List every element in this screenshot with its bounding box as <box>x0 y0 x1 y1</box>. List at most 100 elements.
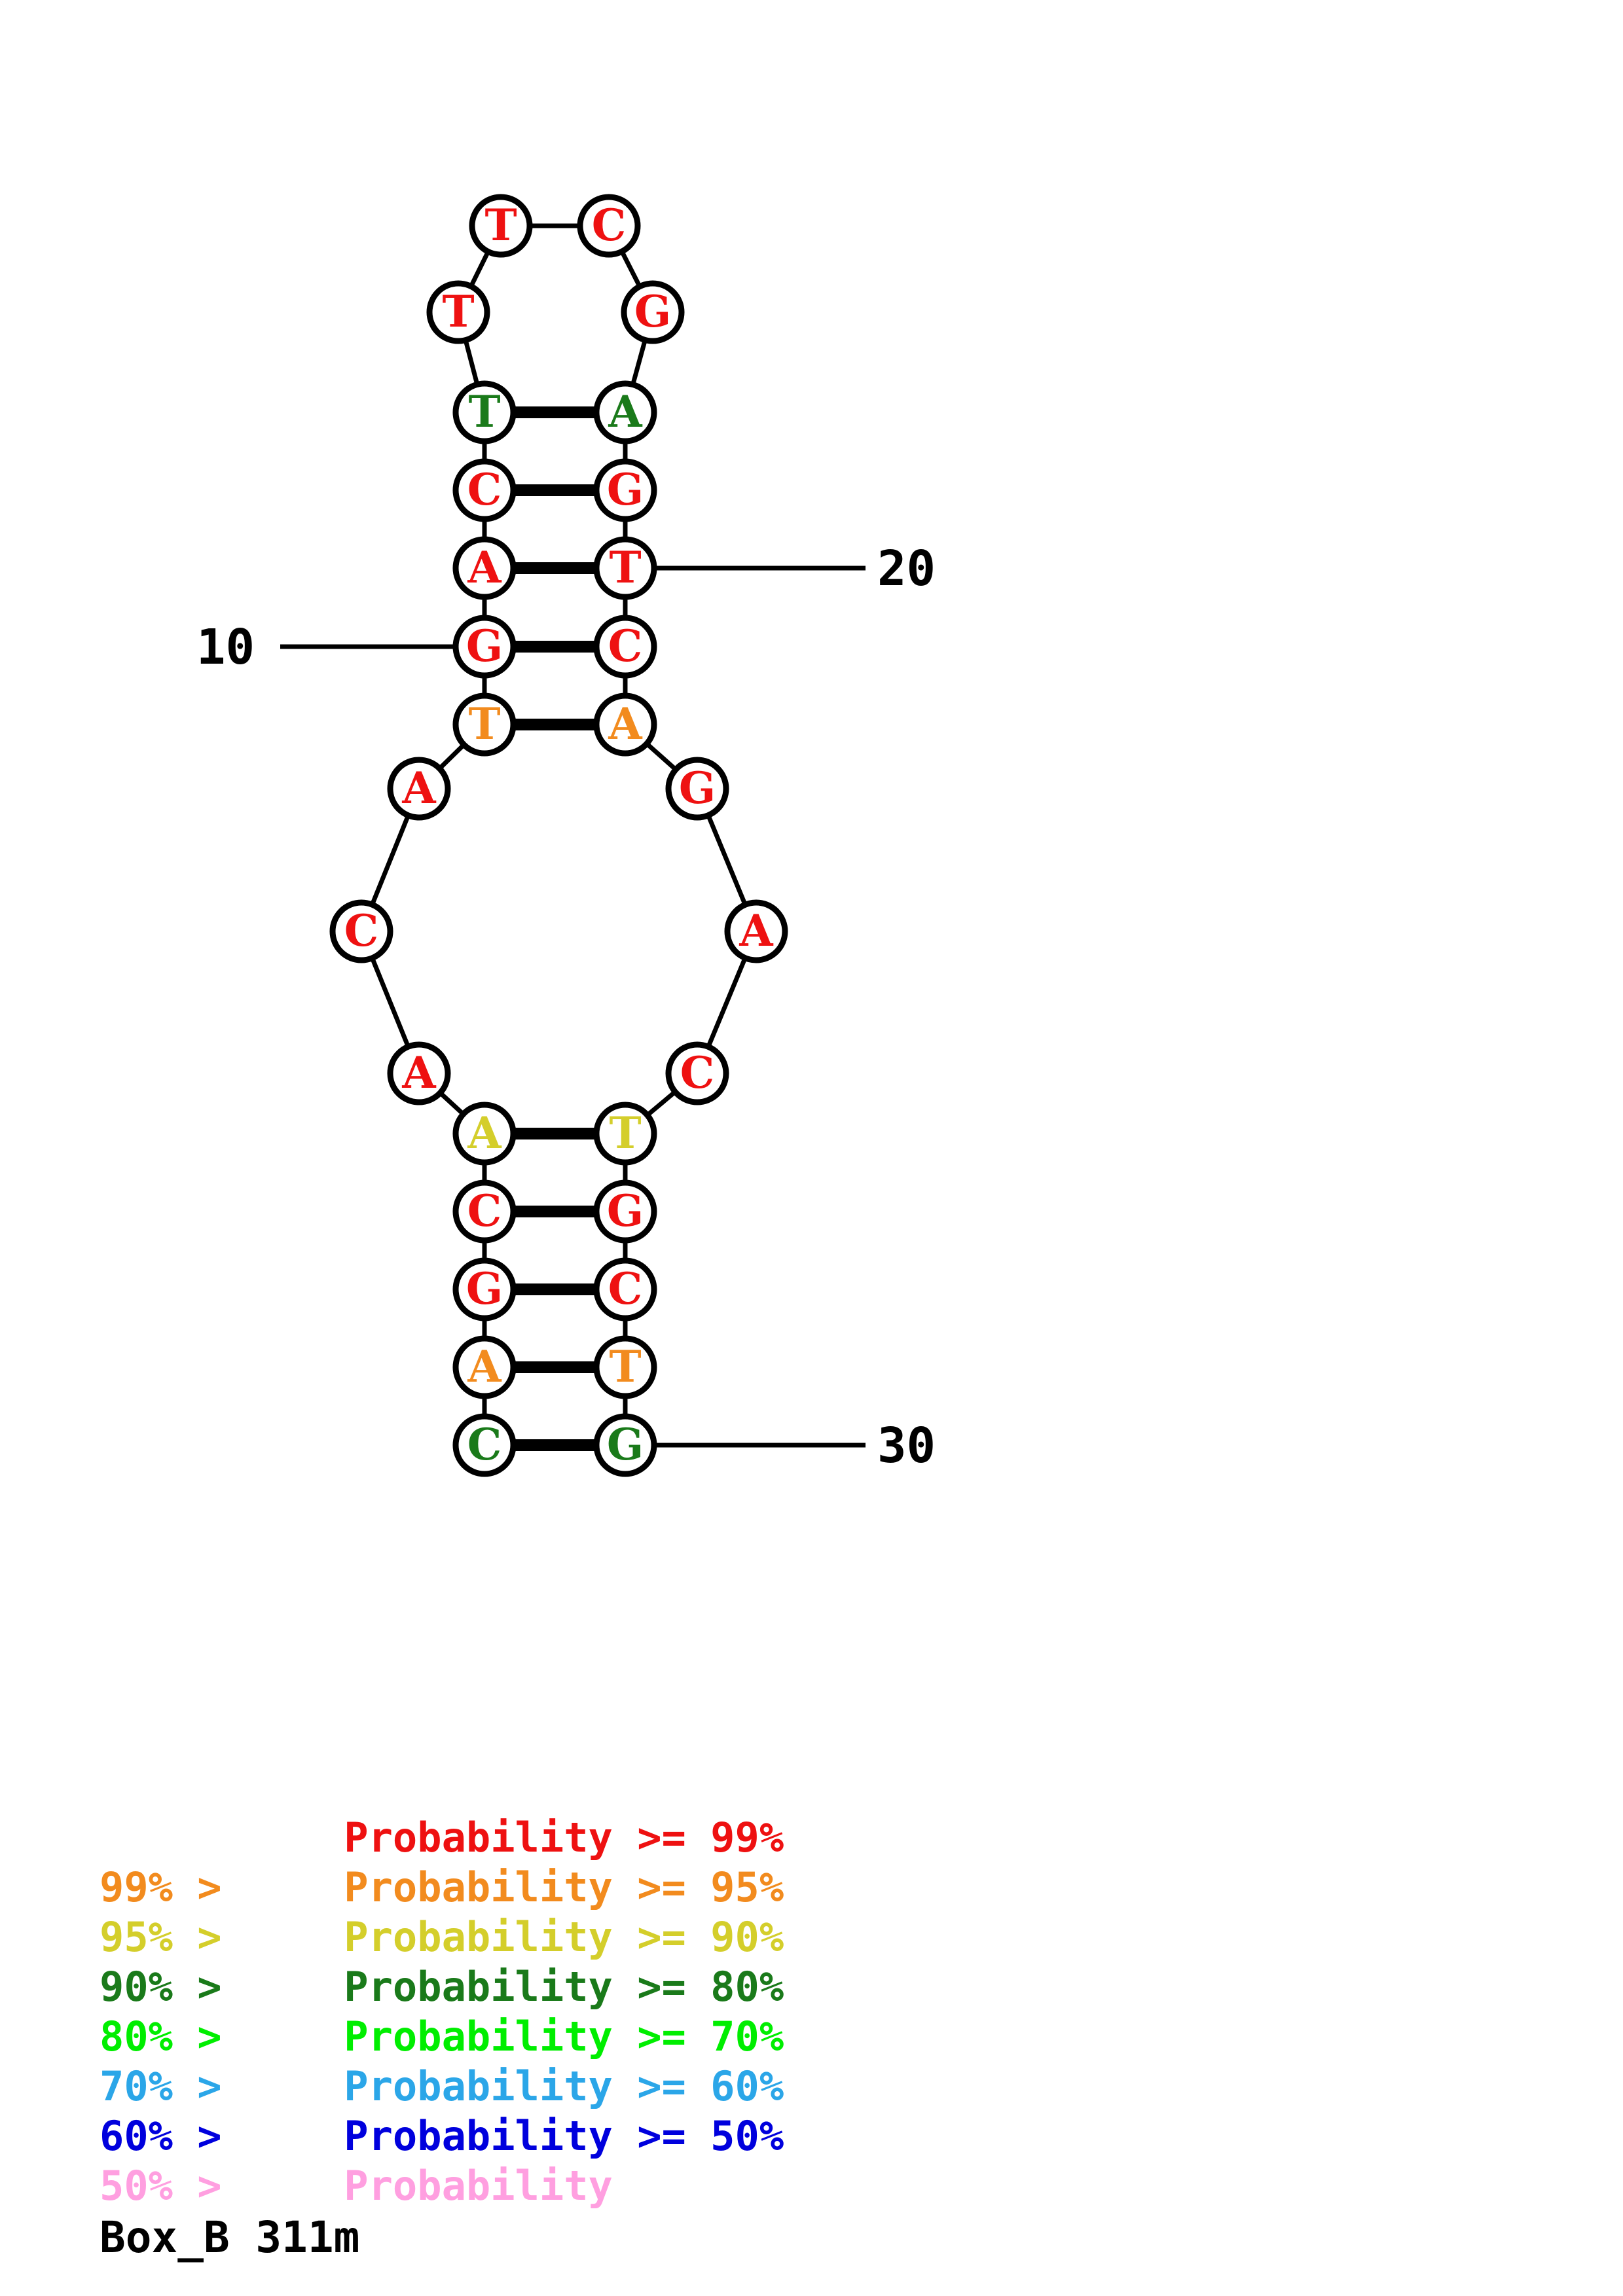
nucleotide-circle <box>593 1413 657 1477</box>
nucleotide-base-letter: C <box>467 1185 502 1236</box>
nucleotide-node[interactable]: A <box>452 1102 517 1166</box>
sequence-name-label: Box_B 311m <box>100 2212 360 2263</box>
nucleotide-base-letter: G <box>607 1185 644 1236</box>
nucleotide-node[interactable]: G <box>593 1413 657 1477</box>
nucleotide-base-letter: A <box>467 542 501 593</box>
nucleotide-circle <box>593 1335 657 1399</box>
position-leader-line-layer <box>280 565 866 1448</box>
nucleotide-base-letter: T <box>609 1107 641 1158</box>
nucleotide-node[interactable]: G <box>452 615 517 679</box>
nucleotide-node[interactable]: T <box>593 1102 657 1166</box>
legend-row: 95% > Probability >= 90% <box>100 1913 784 1961</box>
nucleotide-node[interactable]: T <box>452 380 517 444</box>
nucleotide-base-letter: G <box>466 620 503 672</box>
nucleotide-base-letter: A <box>401 762 436 814</box>
legend-row: 90% > Probability >= 80% <box>100 1963 784 2011</box>
nucleotide-circle <box>452 1257 517 1321</box>
nucleotide-node[interactable]: G <box>452 1257 517 1321</box>
nucleotide-circle <box>665 757 729 821</box>
nucleotide-circle <box>452 1335 517 1399</box>
nucleotide-circle <box>452 1179 517 1244</box>
nucleotide-base-letter: T <box>609 1341 641 1392</box>
nucleotide-node[interactable]: T <box>593 536 657 600</box>
nucleotide-base-letter: C <box>467 1419 502 1470</box>
nucleotide-node[interactable]: G <box>593 1179 657 1244</box>
position-number-label: 10 <box>196 619 255 675</box>
position-number-layer: 10 20 30 <box>196 541 936 1474</box>
nucleotide-node[interactable]: C <box>577 194 641 258</box>
nucleotide-node[interactable]: T <box>469 194 533 258</box>
nucleotide-node[interactable]: G <box>665 757 729 821</box>
nucleotide-circle <box>593 615 657 679</box>
nucleotide-circle <box>593 536 657 600</box>
nucleotide-base-letter: A <box>608 386 642 437</box>
nucleotide-node[interactable]: T <box>593 1335 657 1399</box>
nucleotide-circle <box>452 1102 517 1166</box>
nucleotide-base-letter: A <box>739 905 773 956</box>
nucleotide-node[interactable]: C <box>593 1257 657 1321</box>
nucleotide-base-letter: T <box>609 542 641 593</box>
nucleotide-node[interactable]: C <box>452 1413 517 1477</box>
nucleotide-node[interactable]: A <box>452 536 517 600</box>
nucleotide-base-letter: T <box>484 200 517 251</box>
position-number-label: 20 <box>877 541 936 597</box>
nucleotide-base-letter: A <box>467 1341 501 1392</box>
nucleotide-circle <box>593 458 657 522</box>
nucleotide-base-letter: C <box>592 200 627 251</box>
nucleotide-circle <box>469 194 533 258</box>
legend-row: 60% > Probability >= 50% <box>100 2112 784 2160</box>
legend-row: 80% > Probability >= 70% <box>100 2013 784 2060</box>
base-pair-bond-layer <box>514 406 596 1451</box>
nucleotide-node[interactable]: A <box>452 1335 517 1399</box>
nucleotide-base-letter: A <box>401 1047 436 1098</box>
nucleotide-node[interactable]: T <box>452 692 517 757</box>
nucleotide-base-letter: C <box>344 905 379 956</box>
nucleotide-base-letter: A <box>608 698 642 749</box>
nucleotide-circle <box>452 692 517 757</box>
legend-row: Probability >= 99% <box>100 1814 784 1861</box>
nucleotide-circle <box>593 380 657 444</box>
nucleotide-base-letter: G <box>466 1263 503 1314</box>
nucleotide-base-letter: C <box>608 1263 643 1314</box>
nucleotide-base-letter: C <box>608 620 643 672</box>
nucleotide-node[interactable]: A <box>387 1041 451 1105</box>
nucleotide-circle <box>387 757 451 821</box>
nucleotide-node[interactable]: A <box>387 757 451 821</box>
nucleotide-node[interactable]: G <box>593 458 657 522</box>
nucleotide-node[interactable]: C <box>593 615 657 679</box>
nucleotide-base-letter: G <box>607 1419 644 1470</box>
nucleotide-node[interactable]: A <box>593 692 657 757</box>
nucleotide-circle <box>452 380 517 444</box>
nucleotide-node[interactable]: A <box>593 380 657 444</box>
nucleotide-base-letter: A <box>467 1107 501 1158</box>
nucleotide-circle <box>593 1102 657 1166</box>
nucleotide-circle <box>452 536 517 600</box>
nucleotide-base-letter: T <box>468 386 500 437</box>
nucleotide-node[interactable]: C <box>452 1179 517 1244</box>
nucleotide-circle <box>452 458 517 522</box>
nucleotide-node[interactable]: C <box>452 458 517 522</box>
legend-row: 70% > Probability >= 60% <box>100 2062 784 2110</box>
nucleotide-circle <box>452 615 517 679</box>
nucleotide-circle <box>452 1413 517 1477</box>
nucleotide-circle <box>577 194 641 258</box>
nucleotide-base-letter: G <box>679 762 716 814</box>
position-number-label: 30 <box>877 1418 936 1474</box>
nucleotide-node[interactable]: C <box>665 1041 729 1105</box>
nucleotide-node[interactable]: C <box>329 899 393 963</box>
nucleotide-circle <box>621 280 685 344</box>
nucleotide-circle <box>665 1041 729 1105</box>
nucleotide-circle <box>387 1041 451 1105</box>
legend-row: 99% > Probability >= 95% <box>100 1863 784 1911</box>
probability-color-legend: Probability >= 99% 99% > Probability >= 9… <box>0 1813 1623 2211</box>
nucleotide-circle <box>593 1257 657 1321</box>
nucleotide-node[interactable]: A <box>724 899 788 963</box>
legend-row: 50% > Probability <box>100 2162 613 2210</box>
nucleotide-base-letter: T <box>468 698 500 749</box>
nucleotide-circle <box>329 899 393 963</box>
nucleotide-node[interactable]: G <box>621 280 685 344</box>
nucleotide-node[interactable]: T <box>426 280 490 344</box>
